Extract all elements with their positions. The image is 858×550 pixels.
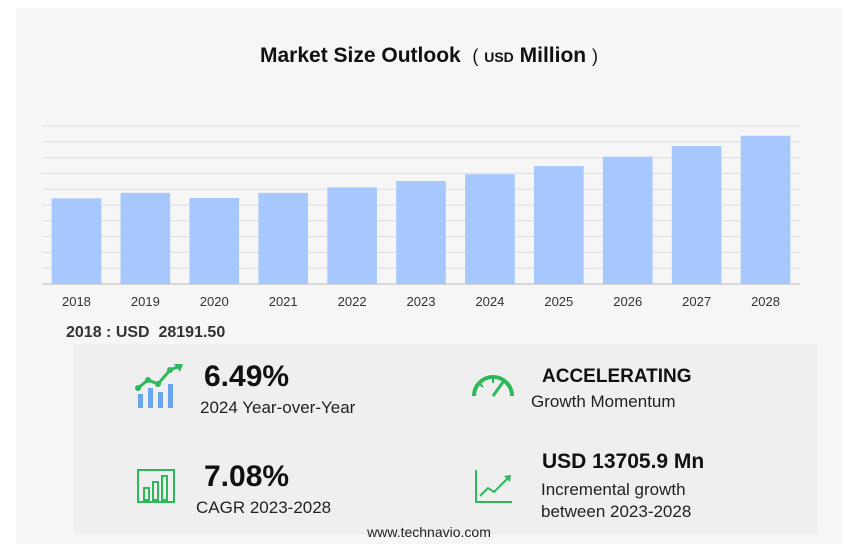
cagr-label: CAGR 2023-2028 (196, 498, 332, 517)
footer-url: www.technavio.com (367, 524, 491, 540)
base-year-label: 2018 : USD (66, 324, 150, 341)
incremental-label-2: between 2023-2028 (541, 502, 692, 521)
bar-2026 (602, 156, 653, 284)
title-open-paren: ( (472, 46, 479, 66)
bar-chart-icon (137, 469, 175, 503)
x-tick-label: 2028 (751, 294, 780, 309)
title-unit: USD (484, 49, 514, 65)
incremental-label-1: Incremental growth (541, 480, 686, 499)
bar-2018 (51, 198, 102, 284)
cagr-value: 7.08% (204, 460, 290, 493)
x-tick-label: 2019 (131, 294, 160, 309)
x-tick-label: 2025 (544, 294, 573, 309)
title-close-paren: ) (591, 46, 598, 66)
momentum-label: Growth Momentum (531, 392, 676, 411)
x-tick-label: 2024 (475, 294, 504, 309)
bar-2024 (465, 174, 515, 284)
x-tick-label: 2026 (613, 294, 642, 309)
yoy-label: 2024 Year-over-Year (200, 398, 356, 417)
speedometer-icon (472, 375, 514, 397)
bar-2025 (534, 166, 584, 284)
bar-2021 (258, 192, 308, 284)
x-tick-label: 2023 (407, 294, 436, 309)
title-main: Market Size Outlook (260, 44, 461, 67)
x-tick-label: 2021 (269, 294, 298, 309)
yoy-value: 6.49% (204, 360, 290, 393)
bar-2019 (120, 192, 171, 284)
base-year-value: 2018 : USD 28191.50 (66, 324, 225, 342)
x-tick-label: 2018 (62, 294, 91, 309)
title-unit-word: Million (519, 44, 587, 67)
bar-2027 (671, 146, 722, 284)
x-tick-label: 2020 (200, 294, 229, 309)
base-year-number: 28191.50 (158, 324, 226, 341)
x-tick-label: 2022 (338, 294, 367, 309)
chart-title: Market Size Outlook ( USD Million ) (0, 44, 858, 68)
bar-2022 (327, 187, 377, 284)
bar-2023 (396, 180, 446, 284)
bar-2020 (189, 198, 240, 284)
momentum-title: ACCELERATING (542, 366, 692, 387)
incremental-value: USD 13705.9 Mn (542, 450, 705, 473)
x-tick-label: 2027 (682, 294, 711, 309)
bar-chart: 2018 2019 2020 2021 2022 2023 2024 2025 2026 2027… (42, 125, 800, 309)
growth-chart-icon (135, 364, 183, 408)
line-chart-icon (475, 470, 512, 503)
stats-panel: 6.49% 2024 Year-over-Year ACCELERATING G… (74, 344, 818, 534)
bar-2028 (740, 135, 791, 284)
